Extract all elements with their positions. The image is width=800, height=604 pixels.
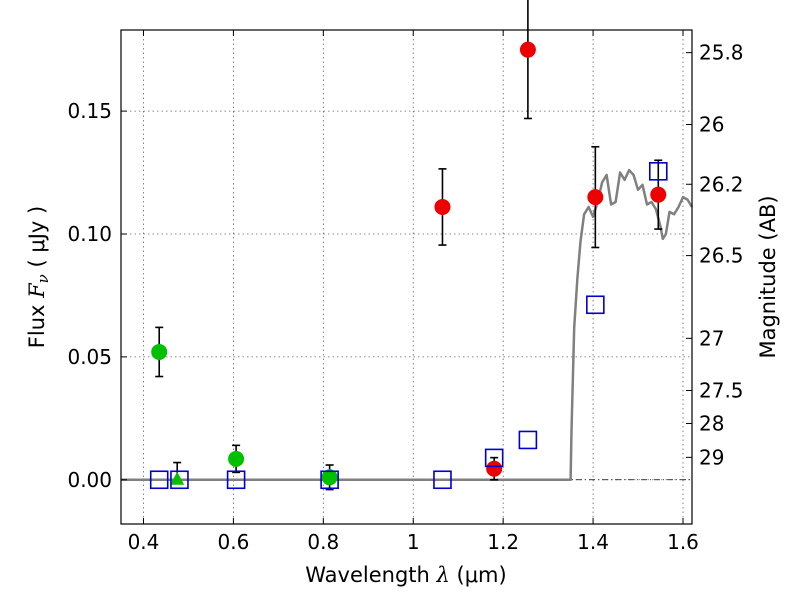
model-photometry-point — [518, 430, 538, 450]
y2-tick-label: 26.2 — [699, 172, 744, 196]
data-point — [486, 460, 503, 477]
model-photometry-point — [170, 470, 189, 490]
x-tick-label: 0.4 — [128, 530, 160, 554]
data-point — [228, 450, 245, 467]
x-tick-label: 1 — [407, 530, 420, 554]
data-point — [587, 189, 604, 206]
y-tick-label: 0.05 — [67, 345, 112, 369]
data-point — [434, 198, 451, 215]
data-markers — [149, 41, 668, 490]
y-tick-label: 0.15 — [67, 99, 112, 123]
plot-frame — [120, 29, 693, 525]
model-photometry-point — [586, 295, 605, 315]
x-tick-label: 1.2 — [487, 530, 519, 554]
y2-tick-label: 29 — [699, 445, 724, 469]
model-photometry-point — [648, 162, 668, 181]
x-axis-label: Wavelength λ (μm) — [305, 563, 506, 587]
x-tick-label: 1.4 — [577, 530, 609, 554]
y-axis-ticks: 0.00 0.05 0.10 0.15 — [67, 99, 127, 492]
y2-tick-label: 27.5 — [699, 379, 744, 403]
x-axis-ticks: 0.4 0.6 0.8 1 1.2 1.4 1.6 — [128, 30, 699, 554]
model-photometry-point — [226, 470, 246, 490]
data-point — [519, 41, 536, 58]
y2-tick-label: 25.8 — [699, 41, 744, 65]
model-spectrum-line — [121, 168, 694, 482]
y2-tick-label: 26 — [699, 112, 724, 136]
x-tick-label: 0.6 — [217, 530, 249, 554]
y-tick-label: 0.10 — [67, 222, 112, 246]
x-tick-label: 0.8 — [307, 530, 339, 554]
y2-tick-label: 26.5 — [699, 244, 744, 268]
error-bars — [155, 0, 663, 491]
model-photometry-point — [484, 448, 504, 468]
y-axis-label: Flux Fν ( μJy ) — [25, 206, 52, 348]
y2-axis-label: Magnitude (AB) — [756, 195, 780, 358]
model-photometry-point — [433, 470, 452, 490]
y2-tick-label: 28 — [699, 411, 724, 435]
data-point — [151, 343, 168, 360]
data-point — [321, 469, 338, 486]
data-point-triangle — [170, 471, 185, 485]
model-photometry-point — [149, 470, 169, 490]
x-tick-label: 1.6 — [667, 530, 699, 554]
y-tick-label: 0.00 — [67, 468, 112, 492]
model-photometry-point — [320, 470, 339, 490]
model-spectrum — [121, 168, 694, 482]
y2-axis-ticks: 25.8 26 26.2 26.5 27 27.5 28 29 — [686, 41, 744, 469]
data-point — [650, 186, 667, 203]
y2-tick-label: 27 — [699, 326, 724, 350]
grid — [121, 30, 692, 524]
